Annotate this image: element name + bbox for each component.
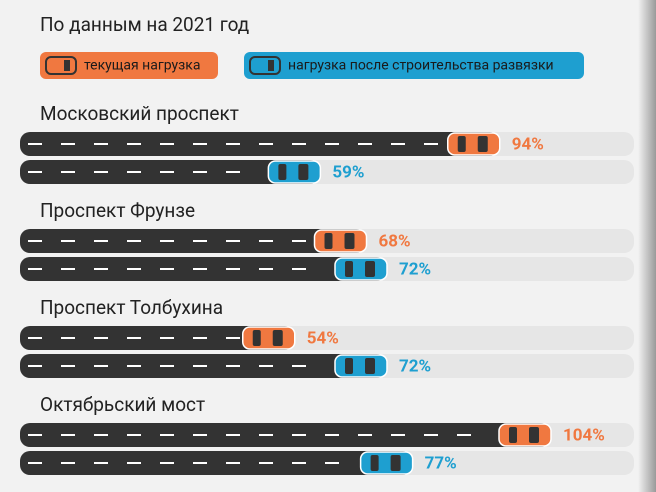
car-icon [267,160,322,184]
value-label: 94% [512,134,544,154]
car-window [324,233,333,249]
category-label: Проспект Толбухина [40,296,223,319]
bar [20,326,295,350]
value-label: 72% [399,259,431,279]
edge-shade [638,0,656,492]
car-window [345,261,353,277]
category-label: Проспект Фрунзе [40,199,195,222]
category-label: Октябрьский мост [40,393,205,416]
chart-title: По данным на 2021 год [40,13,249,36]
car-window [509,427,517,443]
car-window [345,358,353,374]
car-window [298,164,309,180]
car-window [268,60,274,71]
car-roof [354,359,364,373]
car-window [477,136,488,152]
car-icon [313,229,368,253]
car-roof [333,234,344,248]
car-window [370,455,379,471]
value-label: 59% [332,162,364,182]
car-window [529,427,539,443]
car-icon [242,326,296,350]
value-label: 72% [399,356,431,376]
value-label: 68% [379,231,411,251]
car-body [249,56,281,75]
value-label: 104% [563,425,605,445]
car-roof [287,165,298,179]
legend-car [45,56,77,75]
legend-label: текущая нагрузка [84,58,200,74]
value-label: 54% [307,328,339,348]
car-window [390,455,401,471]
bar [20,451,413,475]
car-icon [334,257,388,281]
value-label: 77% [425,453,457,473]
legend-pill [244,52,584,79]
car-body [45,56,77,75]
legend-car [249,56,281,75]
car-window [344,233,355,249]
category-label: Московский проспект [40,102,239,125]
car-icon [334,354,388,378]
car-window [457,136,466,152]
legend-label: нагрузка после строительства развязки [288,58,554,74]
car-icon [498,423,552,447]
car-window [64,60,70,71]
car-window [365,261,375,277]
car-window [365,358,375,374]
car-roof [466,137,477,151]
car-window [252,330,261,346]
car-window [278,164,287,180]
car-roof [354,262,364,276]
car-roof [379,456,390,470]
car-window [272,330,283,346]
bar [20,423,551,447]
car-roof [518,428,528,442]
car-icon [447,132,501,156]
car-icon [359,451,414,475]
legend-pill [40,52,218,79]
car-roof [261,331,272,345]
